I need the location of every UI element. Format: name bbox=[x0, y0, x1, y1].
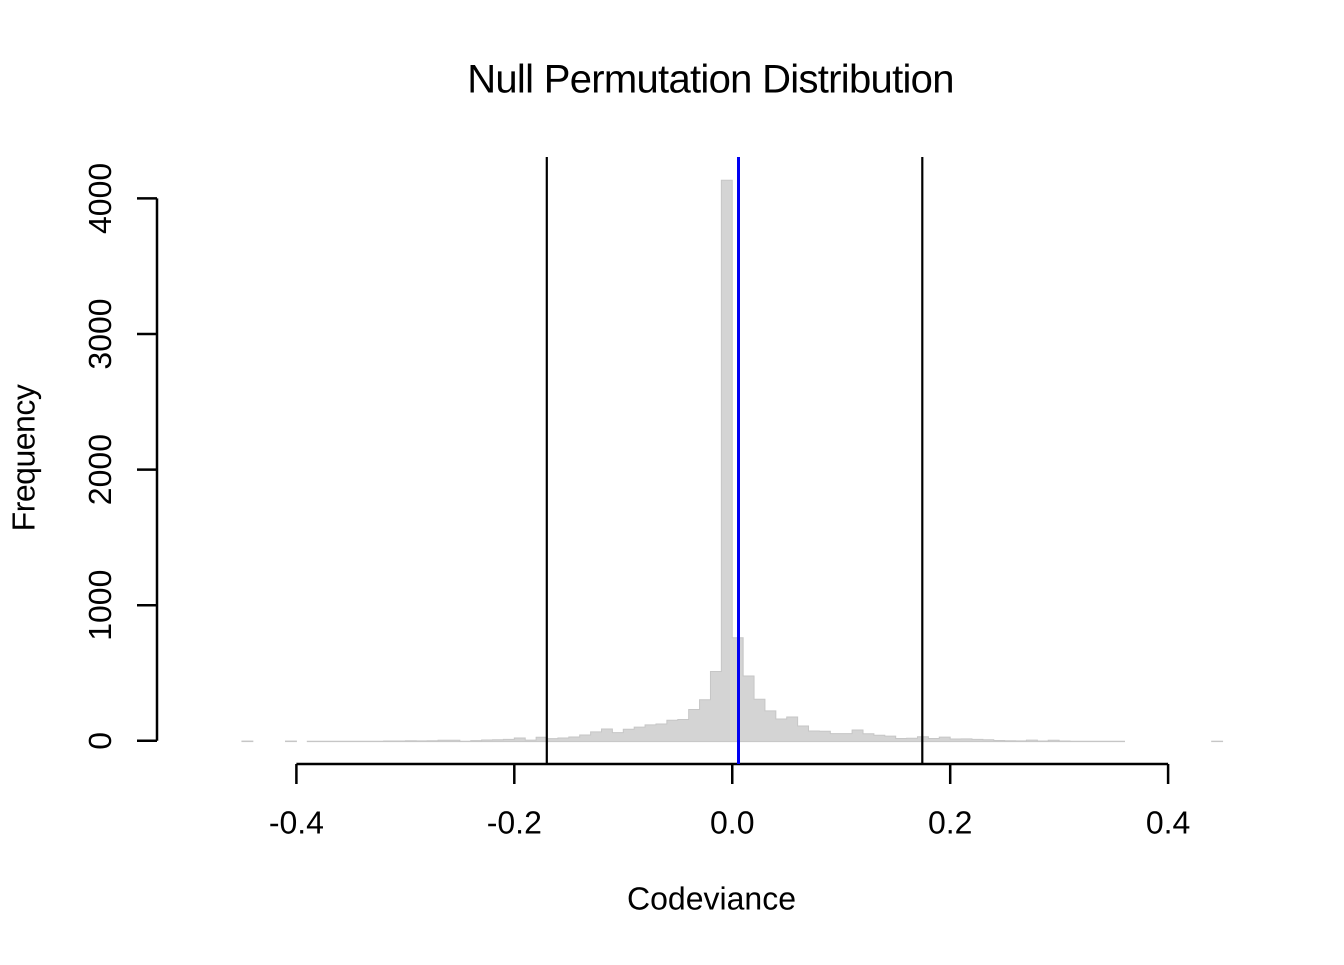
svg-text:0.0: 0.0 bbox=[710, 804, 754, 840]
svg-text:Frequency: Frequency bbox=[6, 384, 42, 531]
svg-text:Null Permutation Distribution: Null Permutation Distribution bbox=[467, 58, 954, 102]
svg-text:2000: 2000 bbox=[82, 434, 118, 505]
svg-text:1000: 1000 bbox=[82, 570, 118, 641]
svg-text:Codeviance: Codeviance bbox=[627, 881, 796, 917]
svg-text:-0.4: -0.4 bbox=[269, 804, 324, 840]
svg-text:3000: 3000 bbox=[82, 298, 118, 369]
svg-text:0.4: 0.4 bbox=[1146, 804, 1190, 840]
svg-text:4000: 4000 bbox=[82, 163, 118, 234]
svg-text:0.2: 0.2 bbox=[928, 804, 972, 840]
svg-text:-0.2: -0.2 bbox=[487, 804, 542, 840]
svg-text:0: 0 bbox=[82, 732, 118, 750]
